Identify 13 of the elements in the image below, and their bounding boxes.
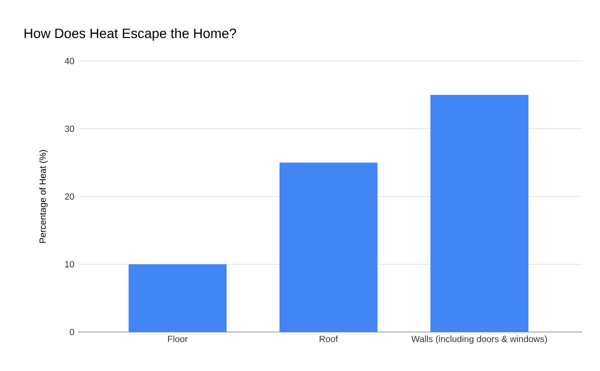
bar (279, 162, 378, 332)
bar (430, 94, 528, 332)
y-tick-label: 10 (65, 261, 74, 268)
x-tick-label: Walls (including doors & windows) (411, 336, 547, 344)
y-tick-label: 0 (70, 328, 74, 336)
y-tick-label: 20 (64, 193, 74, 200)
chart-title: How Does Heat Escape the Home? (24, 28, 236, 41)
y-axis-title: Percentage of Heat (%) (39, 150, 48, 243)
y-tick-label: 40 (64, 58, 74, 64)
x-tick-label: Floor (168, 336, 188, 342)
x-tick-label: Roof (320, 336, 338, 342)
bar (128, 264, 227, 332)
y-tick-label: 30 (64, 126, 74, 132)
